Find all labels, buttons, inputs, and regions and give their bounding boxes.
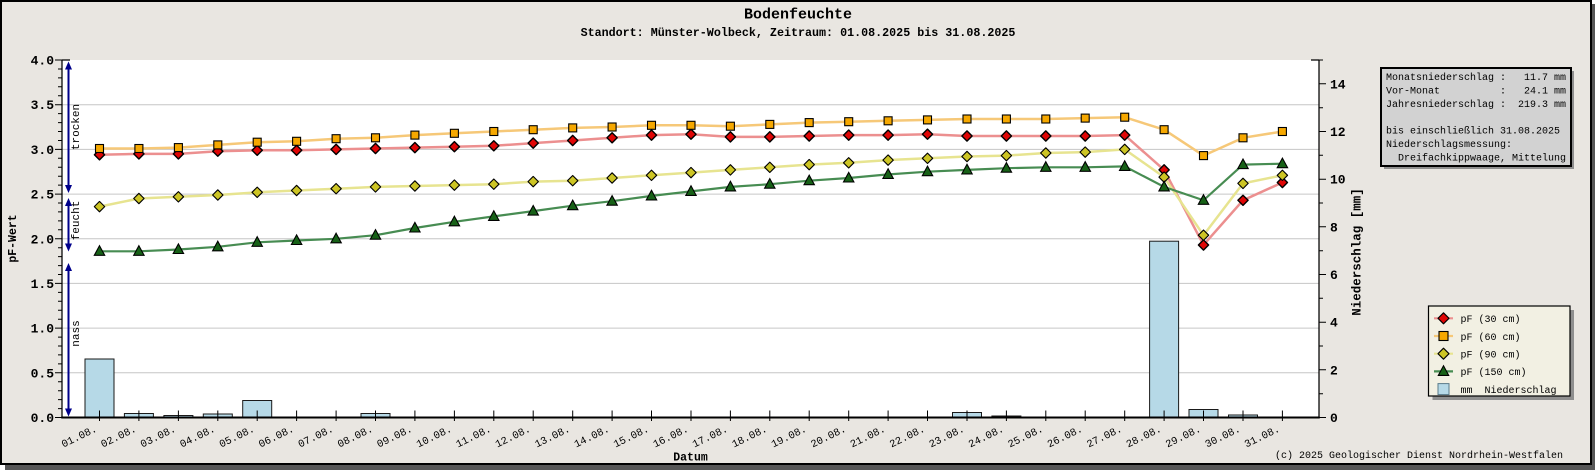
svg-text:Niederschlagsmessung:: Niederschlagsmessung: <box>1386 139 1512 151</box>
svg-text:Dreifachkippwaage, Mittelung: Dreifachkippwaage, Mittelung <box>1386 152 1566 164</box>
svg-text:1.5: 1.5 <box>31 277 55 292</box>
svg-text:Datum: Datum <box>673 452 708 465</box>
svg-text:pF-Wert: pF-Wert <box>7 214 20 262</box>
svg-text:(c) 2025 Geologischer Dienst N: (c) 2025 Geologischer Dienst Nordrhein-W… <box>1275 450 1563 462</box>
svg-text:feucht: feucht <box>71 201 83 241</box>
svg-text:2: 2 <box>1330 363 1338 378</box>
svg-text:pF (60 cm): pF (60 cm) <box>1461 332 1521 344</box>
svg-text:Vor-Monat : 24.1 mm: Vor-Monat : 24.1 mm <box>1386 86 1566 97</box>
svg-text:Bodenfeuchte: Bodenfeuchte <box>744 7 852 24</box>
svg-text:0.5: 0.5 <box>31 366 55 381</box>
svg-text:0.0: 0.0 <box>31 411 55 426</box>
svg-text:pF (30 cm): pF (30 cm) <box>1461 314 1521 326</box>
svg-text:1.0: 1.0 <box>31 322 55 337</box>
svg-text:6: 6 <box>1330 268 1338 283</box>
svg-text:nass: nass <box>71 320 83 346</box>
svg-text:0: 0 <box>1330 411 1338 426</box>
svg-text:trocken: trocken <box>71 104 83 150</box>
svg-text:2.5: 2.5 <box>31 188 55 203</box>
svg-text:3.5: 3.5 <box>31 98 55 113</box>
svg-text:10: 10 <box>1330 173 1346 188</box>
svg-text:Monatsniederschlag : 11.7 mm: Monatsniederschlag : 11.7 mm <box>1386 72 1566 84</box>
svg-text:14: 14 <box>1330 77 1346 92</box>
svg-text:mm Niederschlag: mm Niederschlag <box>1461 385 1557 397</box>
svg-text:pF (150 cm): pF (150 cm) <box>1461 367 1527 379</box>
svg-text:4: 4 <box>1330 316 1338 331</box>
svg-text:pF (90 cm): pF (90 cm) <box>1461 350 1521 362</box>
svg-text:4.0: 4.0 <box>31 54 55 69</box>
svg-text:12: 12 <box>1330 125 1346 140</box>
svg-text:3.0: 3.0 <box>31 143 55 158</box>
svg-text:2.0: 2.0 <box>31 232 55 247</box>
svg-text:Jahresniederschlag : 219.3 mm: Jahresniederschlag : 219.3 mm <box>1386 99 1566 111</box>
svg-text:Niederschlag [mm]: Niederschlag [mm] <box>1351 188 1365 316</box>
svg-text:Standort: Münster-Wolbeck, Zei: Standort: Münster-Wolbeck, Zeitraum: 01.… <box>581 26 1016 40</box>
svg-text:8: 8 <box>1330 220 1338 235</box>
svg-text:bis einschließlich 31.08.2025: bis einschließlich 31.08.2025 <box>1386 126 1560 138</box>
